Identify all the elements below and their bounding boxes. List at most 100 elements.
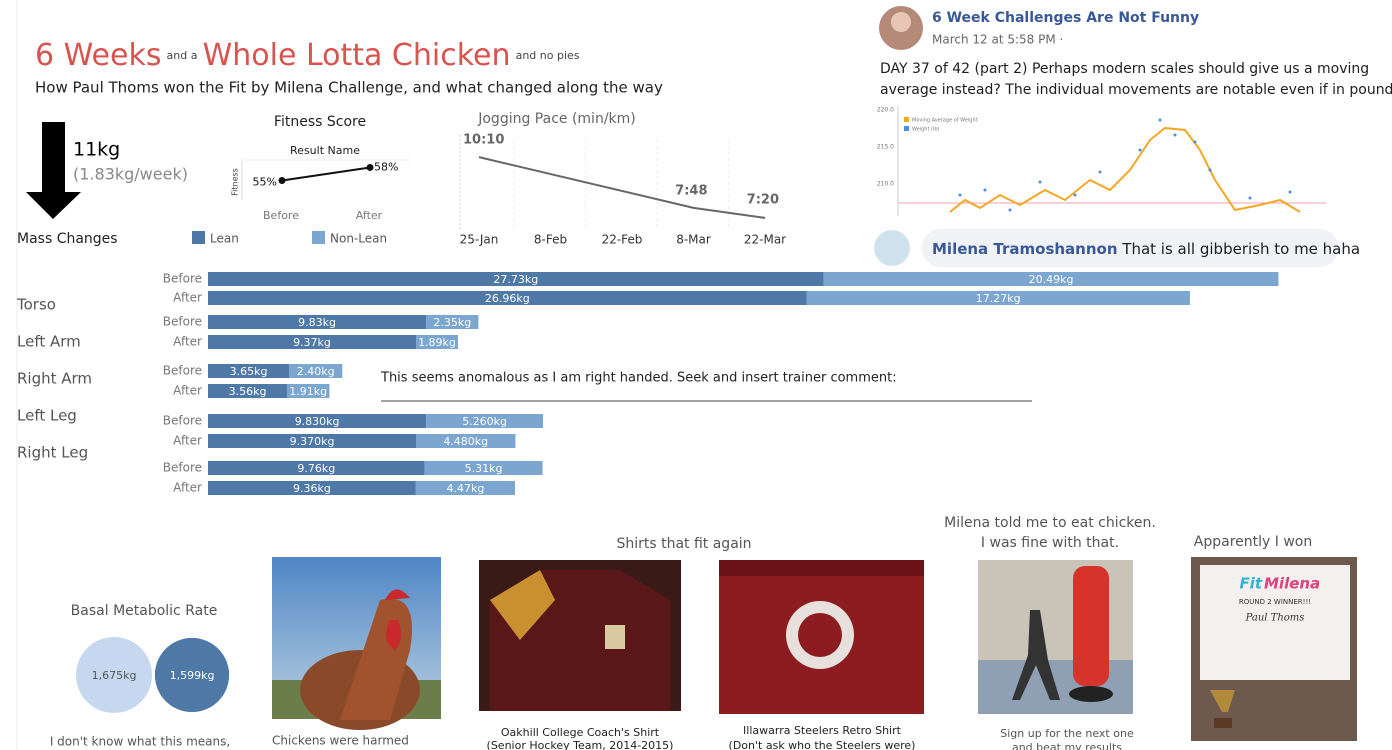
x-tick-label: 8-Feb (534, 233, 567, 247)
category-label: Left Arm (17, 333, 81, 351)
row-label: Before (163, 364, 202, 378)
fb-image-tick: 220.0 (877, 107, 894, 114)
chart-title: Mass Changes (17, 231, 118, 247)
value-label: 27.73kg (493, 273, 538, 286)
trophy-base (1214, 718, 1232, 728)
bar-segment (424, 461, 543, 475)
photo-caption: Chickens were harmed (272, 734, 409, 748)
bar-segment (823, 272, 1279, 286)
trophy (1210, 690, 1235, 712)
title-part: Whole Lotta Chicken (203, 38, 511, 73)
x-tick-label: 22-Mar (744, 233, 786, 247)
bar-segment (806, 291, 1190, 305)
value-label: 5.31kg (465, 462, 503, 475)
legend-key (192, 231, 205, 244)
title-part: and no pies (516, 49, 580, 62)
value-label: 2.40kg (297, 365, 335, 378)
value-label: 17.27kg (976, 292, 1021, 305)
fb-image-legend: Moving Average of Weight (912, 118, 978, 124)
chart-caption: I don't know what this means, (50, 735, 230, 749)
line (478, 156, 766, 219)
bar-segment (208, 434, 417, 448)
photo-shape (1012, 610, 1060, 700)
line (281, 166, 371, 182)
bar-segment (287, 384, 330, 398)
fb-time: March 12 at 5:58 PM · (932, 33, 1063, 47)
value-label: 7:20 (747, 192, 779, 207)
value-label: 26.96kg (485, 292, 530, 305)
category-label: Torso (16, 296, 56, 314)
photo-chicken (272, 557, 441, 730)
value-label: 3.56kg (229, 385, 267, 398)
title-part: 6 Weeks (35, 38, 161, 73)
bar-segment (208, 481, 416, 495)
x-tick-label: 8-Mar (676, 233, 711, 247)
bar-segment (208, 364, 290, 378)
value-label: 9.370kg (290, 435, 335, 448)
row-label: Before (163, 461, 202, 475)
bubble (76, 637, 152, 713)
legend-key (312, 231, 325, 244)
comment-text: That is all gibberish to me haha (1121, 240, 1360, 258)
point (278, 177, 286, 184)
value-label: 1.91kg (289, 385, 327, 398)
bar-segment (416, 434, 516, 448)
value-label: 20.49kg (1029, 273, 1074, 286)
x-tick-label: After (356, 209, 383, 222)
certificate-text: ROUND 2 WINNER!!! (1239, 598, 1311, 606)
photo-shape (386, 620, 401, 650)
value-label: 9.76kg (297, 462, 335, 475)
section-title: I was fine with that. (981, 535, 1119, 551)
fb-image-tick: 215.0 (877, 144, 894, 151)
certificate-text: Fit (1239, 575, 1262, 593)
value-label: 9.37kg (293, 336, 331, 349)
photo-shape (385, 589, 410, 600)
photo-caption: (Senior Hockey Team, 2014-2015) (487, 739, 674, 750)
fb-image-legend-key (904, 117, 909, 122)
photo-shape (1069, 686, 1113, 702)
photo-shape (605, 625, 625, 649)
comment-name[interactable]: Milena Tramoshannon (932, 240, 1118, 258)
bar-segment (208, 461, 425, 475)
fb-text: average instead? The individual movement… (880, 82, 1392, 98)
bar-segment (289, 364, 343, 378)
category-label: Right Arm (17, 370, 92, 388)
bar-segment (416, 335, 458, 349)
photo-caption: Illawarra Steelers Retro Shirt (743, 724, 902, 737)
value-label: 9.36kg (293, 482, 331, 495)
certificate-text: Paul Thoms (1245, 613, 1305, 624)
fb-name[interactable]: 6 Week Challenges Are Not Funny (932, 10, 1199, 26)
bar-segment (208, 335, 417, 349)
row-label: After (173, 335, 202, 349)
chart-title: Fitness Score (274, 114, 366, 130)
bar-segment (208, 414, 427, 428)
bar-segment (208, 384, 288, 398)
fb-image-legend-key (904, 126, 909, 131)
chart-title: Basal Metabolic Rate (71, 603, 218, 619)
title: 6 Weeks and a Whole Lotta Chicken and no… (35, 38, 580, 73)
bar-segment (208, 291, 807, 305)
photo-caption: Oakhill College Coach's Shirt (501, 726, 660, 739)
fb-image-tick: 210.0 (877, 181, 894, 188)
mass-change: 11kg (73, 139, 120, 161)
value-label: 2.35kg (433, 316, 471, 329)
arrow-head (26, 192, 81, 219)
photo-caption: and beat my results (1012, 741, 1122, 750)
section-title: Apparently I won (1194, 534, 1312, 550)
legend-label: Non-Lean (330, 232, 387, 246)
subtitle: How Paul Thoms won the Fit by Milena Cha… (35, 79, 663, 97)
title-part: and a (167, 49, 198, 62)
photo-shape (490, 570, 555, 640)
photo-shirt-1 (479, 560, 681, 711)
row-label: Before (163, 315, 202, 329)
photo-caption: Sign up for the next one (1000, 727, 1134, 740)
bar-segment (208, 272, 824, 286)
photo-shape (1073, 566, 1109, 686)
chart-subtitle: Result Name (290, 144, 360, 157)
bubble (154, 637, 230, 713)
value-label: 3.65kg (230, 365, 268, 378)
row-label: Before (163, 272, 202, 286)
bar-segment (415, 481, 516, 495)
